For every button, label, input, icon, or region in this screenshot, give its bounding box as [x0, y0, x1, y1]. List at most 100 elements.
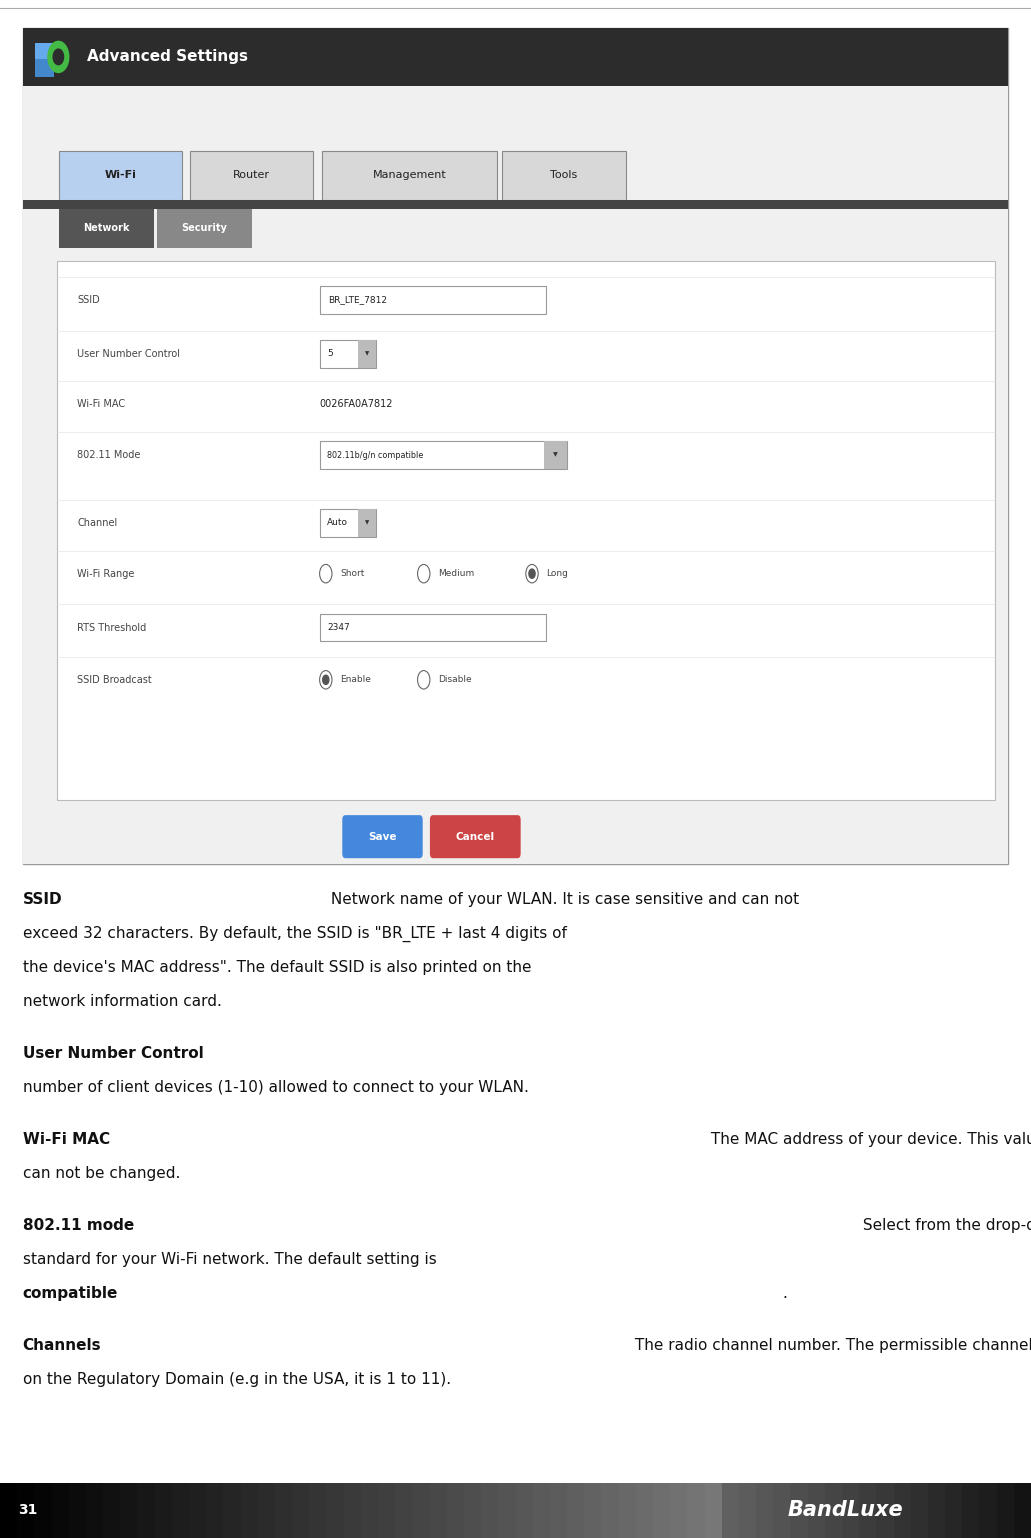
Bar: [962, 1483, 979, 1538]
Text: Advanced Settings: Advanced Settings: [87, 49, 247, 65]
Text: 802.11 mode: 802.11 mode: [23, 1218, 134, 1233]
Bar: [59, 151, 182, 200]
Bar: [320, 441, 567, 469]
Bar: [224, 1483, 240, 1538]
Bar: [498, 1483, 516, 1538]
Text: User Number Control: User Number Control: [77, 349, 180, 358]
Bar: [35, 58, 55, 77]
Bar: [585, 1483, 601, 1538]
Bar: [670, 1483, 688, 1538]
Bar: [876, 1483, 894, 1538]
Text: ▼: ▼: [365, 520, 369, 526]
Bar: [567, 1483, 585, 1538]
Text: Security: Security: [181, 223, 227, 234]
Text: exceed 32 characters. By default, the SSID is "BR_LTE + last 4 digits of: exceed 32 characters. By default, the SS…: [23, 926, 567, 943]
Text: 802.11 Mode: 802.11 Mode: [77, 451, 140, 460]
Bar: [636, 1483, 653, 1538]
Bar: [773, 1483, 791, 1538]
Bar: [464, 1483, 481, 1538]
Bar: [18, 1483, 34, 1538]
Bar: [258, 1483, 275, 1538]
Bar: [395, 1483, 412, 1538]
Circle shape: [529, 569, 535, 578]
Bar: [121, 1483, 137, 1538]
Bar: [739, 1483, 756, 1538]
Text: User Number Control: User Number Control: [23, 1046, 203, 1061]
Bar: [320, 286, 546, 314]
Text: Network: Network: [82, 223, 130, 234]
Text: BandLuxe: BandLuxe: [788, 1500, 903, 1521]
Bar: [69, 1483, 86, 1538]
Circle shape: [320, 564, 332, 583]
Text: 5: 5: [327, 349, 333, 358]
Bar: [928, 1483, 945, 1538]
Text: Wi-Fi Range: Wi-Fi Range: [77, 569, 135, 578]
Text: Long: Long: [546, 569, 568, 578]
Text: Management: Management: [372, 171, 446, 180]
Bar: [52, 1483, 69, 1538]
FancyBboxPatch shape: [342, 815, 423, 858]
Text: Disable: Disable: [438, 675, 472, 684]
Bar: [825, 1483, 842, 1538]
Text: Router: Router: [233, 171, 270, 180]
Bar: [155, 1483, 172, 1538]
Bar: [601, 1483, 619, 1538]
Text: 2347: 2347: [328, 623, 351, 632]
Bar: [756, 1483, 773, 1538]
Circle shape: [418, 671, 430, 689]
Bar: [322, 151, 497, 200]
Text: number of client devices (1-10) allowed to connect to your WLAN.: number of client devices (1-10) allowed …: [23, 1080, 529, 1095]
Text: Auto: Auto: [327, 518, 347, 528]
Bar: [23, 200, 1008, 209]
Text: SSID Broadcast: SSID Broadcast: [77, 675, 153, 684]
Bar: [23, 28, 1008, 86]
Bar: [842, 1483, 859, 1538]
Bar: [945, 1483, 962, 1538]
Text: Wi-Fi MAC: Wi-Fi MAC: [77, 400, 126, 409]
Bar: [722, 1483, 739, 1538]
Bar: [320, 614, 546, 641]
Bar: [327, 1483, 343, 1538]
Text: can not be changed.: can not be changed.: [23, 1166, 180, 1181]
Bar: [533, 1483, 550, 1538]
Text: Wi-Fi: Wi-Fi: [105, 171, 136, 180]
Bar: [34, 1483, 52, 1538]
Bar: [1013, 1483, 1031, 1538]
Text: SSID: SSID: [77, 295, 100, 305]
Bar: [446, 1483, 464, 1538]
Bar: [189, 1483, 206, 1538]
Text: SSID: SSID: [23, 892, 62, 907]
Bar: [190, 151, 313, 200]
Text: Wi-Fi MAC: Wi-Fi MAC: [23, 1132, 110, 1147]
Text: Medium: Medium: [438, 569, 474, 578]
Text: Channel: Channel: [77, 518, 118, 528]
Bar: [997, 1483, 1013, 1538]
Bar: [412, 1483, 430, 1538]
Text: Enable: Enable: [340, 675, 371, 684]
Bar: [979, 1483, 997, 1538]
Text: compatible: compatible: [23, 1286, 119, 1301]
Bar: [653, 1483, 670, 1538]
Bar: [481, 1483, 498, 1538]
Text: 0026FA0A7812: 0026FA0A7812: [320, 400, 393, 409]
Bar: [292, 1483, 309, 1538]
Text: RTS Threshold: RTS Threshold: [77, 623, 146, 632]
Text: 31: 31: [19, 1503, 38, 1518]
Text: Short: Short: [340, 569, 365, 578]
Circle shape: [54, 49, 64, 65]
Bar: [309, 1483, 327, 1538]
Text: .: .: [783, 1286, 787, 1301]
Bar: [859, 1483, 876, 1538]
Bar: [320, 509, 376, 537]
Bar: [240, 1483, 258, 1538]
Bar: [206, 1483, 224, 1538]
Text: on the Regulatory Domain (e.g in the USA, it is 1 to 11).: on the Regulatory Domain (e.g in the USA…: [23, 1372, 451, 1387]
Circle shape: [418, 564, 430, 583]
Text: Select from the drop-down menu the type of wireless: Select from the drop-down menu the type …: [858, 1218, 1031, 1233]
Text: the device's MAC address". The default SSID is also printed on the: the device's MAC address". The default S…: [23, 960, 531, 975]
Text: The MAC address of your device. This value is unique and: The MAC address of your device. This val…: [706, 1132, 1031, 1147]
Bar: [378, 1483, 395, 1538]
Bar: [361, 1483, 378, 1538]
Bar: [430, 1483, 446, 1538]
Bar: [358, 509, 376, 537]
